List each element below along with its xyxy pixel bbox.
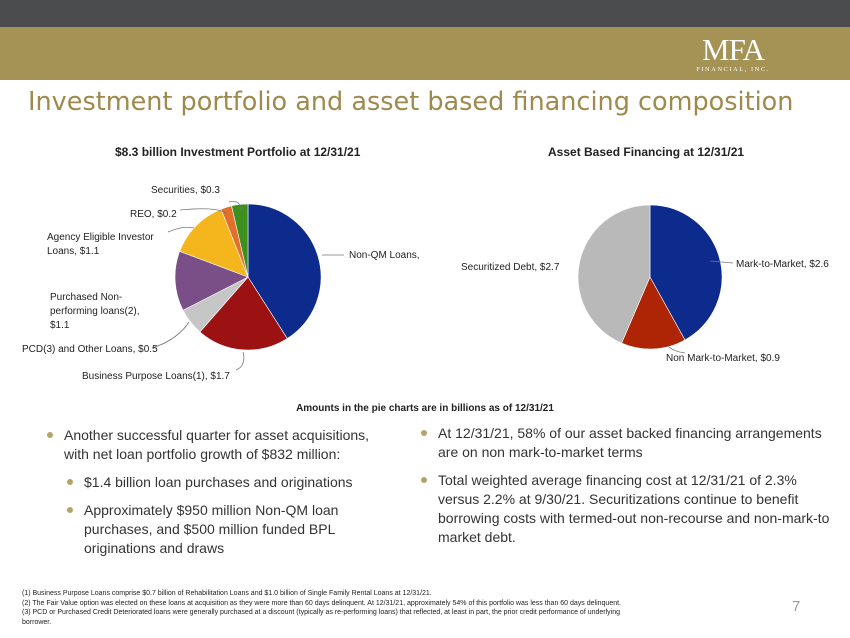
- asset-financing-chart-title: Asset Based Financing at 12/31/21: [548, 145, 745, 159]
- label-reo: REO, $0.2: [130, 209, 177, 220]
- logo-wordmark: MFA: [702, 32, 765, 67]
- leader-line-mtm: [709, 260, 734, 264]
- leader-line-nonmtm: [667, 345, 686, 354]
- footnote-3: (3) PCD or Purchased Credit Deteriorated…: [22, 609, 621, 617]
- leader-line-securities: [228, 201, 241, 211]
- leader-line-agency: [167, 226, 195, 233]
- label-agency-line2: Loans, $1.1: [47, 246, 100, 257]
- bullets-left: Another successful quarter for asset acq…: [44, 426, 389, 567]
- investment-portfolio-pie-chart: Securities, $0.3 REO, $0.2 Agency Eligib…: [22, 185, 420, 382]
- footnote-2: (2) The Fair Value option was elected on…: [22, 599, 621, 607]
- investment-portfolio-chart-title: $8.3 billion Investment Portfolio at 12/…: [115, 145, 361, 159]
- leader-line-pcd: [151, 321, 190, 349]
- footnote-3-continued: borrower.: [22, 618, 52, 626]
- label-mark-to-market: Mark-to-Market, $2.6: [736, 259, 829, 270]
- label-securitized-debt: Securitized Debt, $2.7: [461, 262, 560, 273]
- mfa-logo: MFA FINANCIAL, INC.: [690, 34, 776, 76]
- leader-line-bpl: [235, 351, 245, 371]
- portfolio-slice-4: [179, 208, 249, 278]
- footnote-1: (1) Business Purpose Loans comprise $0.7…: [22, 590, 432, 597]
- page-number: 7: [792, 598, 801, 615]
- portfolio-slice-0: [247, 203, 322, 339]
- bullet-non-mtm-share: At 12/31/21, 58% of our asset backed fin…: [418, 424, 836, 462]
- footnotes: (1) Business Purpose Loans comprise $0.7…: [22, 589, 782, 627]
- label-bpl: Business Purpose Loans(1), $1.7: [82, 371, 230, 382]
- bullet-nonqm-purchases: Approximately $950 million Non-QM loan p…: [64, 501, 389, 558]
- financing-slice-2: [577, 204, 651, 344]
- label-purchased-line1: Purchased Non-: [50, 292, 122, 303]
- bullet-loan-purchases: $1.4 billion loan purchases and originat…: [64, 473, 389, 492]
- label-securities: Securities, $0.3: [151, 185, 220, 196]
- bullet-asset-acquisitions: Another successful quarter for asset acq…: [44, 426, 389, 464]
- label-pcd: PCD(3) and Other Loans, $0.5: [22, 344, 158, 355]
- bullets-right: At 12/31/21, 58% of our asset backed fin…: [418, 424, 836, 556]
- portfolio-slice-3: [174, 250, 249, 311]
- label-nonqm: Non-QM Loans, $3.4: [349, 250, 420, 261]
- label-purchased-line2: performing loans(2),: [50, 306, 139, 317]
- financing-slice-1: [621, 276, 686, 350]
- leader-line-reo: [179, 208, 227, 214]
- financing-slice-0: [649, 204, 723, 341]
- bullet-financing-cost: Total weighted average financing cost at…: [418, 471, 836, 547]
- label-purchased-line3: $1.1: [50, 320, 70, 331]
- asset-financing-pie-chart: Mark-to-Market, $2.6 Securitized Debt, $…: [461, 204, 829, 364]
- portfolio-slice-1: [199, 276, 288, 351]
- logo-subtitle: FINANCIAL, INC.: [696, 66, 770, 73]
- label-agency-line1: Agency Eligible Investor: [47, 232, 154, 243]
- header-band: [0, 27, 850, 80]
- top-bar: [0, 0, 850, 27]
- label-non-mark-to-market: Non Mark-to-Market, $0.9: [666, 353, 780, 364]
- page-title: Investment portfolio and asset based fin…: [28, 87, 794, 117]
- amounts-note: Amounts in the pie charts are in billion…: [296, 403, 554, 414]
